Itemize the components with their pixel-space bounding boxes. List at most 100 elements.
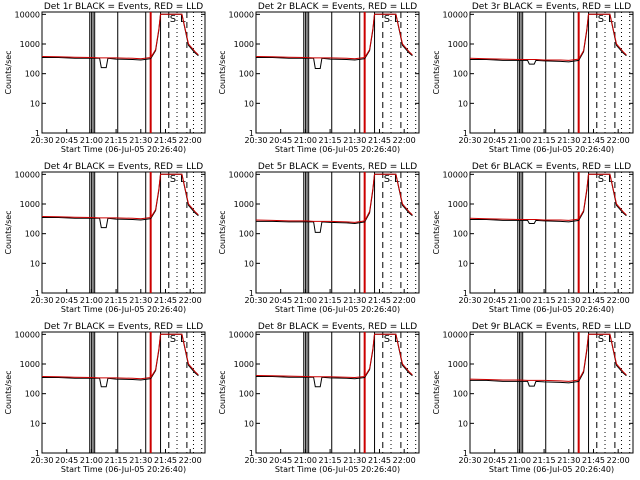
y-tick-label: 1000 (234, 40, 254, 49)
x-tick-label: 20:30 (458, 456, 481, 465)
x-tick-label: 21:30 (129, 136, 152, 145)
panel-title: Det 7r BLACK = Events, RED = LLD (44, 322, 203, 332)
y-tick-label: 100 (453, 390, 468, 399)
plot-frame (41, 171, 206, 294)
y-tick-label: 10 (244, 419, 254, 428)
x-tick-label: 21:15 (105, 136, 128, 145)
x-axis-label: Start Time (06-Jul-05 20:26:40) (275, 145, 400, 154)
x-tick-label: 20:45 (269, 456, 292, 465)
x-tick-label: 21:45 (368, 136, 391, 145)
panel-title: Det 9r BLACK = Events, RED = LLD (472, 322, 631, 332)
x-tick-label: 21:00 (508, 456, 531, 465)
x-tick-label: 21:00 (80, 136, 103, 145)
y-tick-label: 1 (35, 129, 40, 138)
panel-title: Det 1r BLACK = Events, RED = LLD (44, 2, 203, 12)
plot-frame (41, 11, 206, 134)
y-tick-label: 1 (463, 289, 468, 298)
y-tick-label: 1 (249, 129, 254, 138)
panel-title: Det 6r BLACK = Events, RED = LLD (472, 162, 631, 172)
x-tick-label: 21:00 (508, 296, 531, 305)
y-tick-label: 10 (244, 99, 254, 108)
annotation-label: S (598, 174, 604, 185)
detector-panel-3: Det 3r BLACK = Events, RED = LLD 1 10 100 10… (432, 2, 634, 154)
x-tick-label: 21:45 (154, 296, 177, 305)
y-tick-label: 1000 (448, 360, 468, 369)
y-tick-label: 10000 (229, 170, 254, 179)
x-tick-label: 22:00 (607, 136, 630, 145)
x-tick-label: 22:00 (179, 136, 202, 145)
detector-panel-6: Det 6r BLACK = Events, RED = LLD 1 10 100 10… (432, 162, 634, 314)
x-tick-label: 20:30 (458, 296, 481, 305)
panel-title: Det 2r BLACK = Events, RED = LLD (258, 2, 417, 12)
x-tick-label: 20:45 (483, 456, 506, 465)
lld-series-line (255, 333, 413, 379)
annotation-label: S (170, 174, 176, 185)
panel-title: Det 5r BLACK = Events, RED = LLD (258, 162, 417, 172)
x-tick-label: 20:45 (483, 136, 506, 145)
y-tick-label: 1000 (448, 200, 468, 209)
x-tick-label: 21:45 (368, 456, 391, 465)
plot-frame (469, 11, 634, 134)
x-tick-label: 21:15 (105, 456, 128, 465)
detector-panel-9: Det 9r BLACK = Events, RED = LLD 1 10 100 10… (432, 322, 634, 474)
y-axis-label: Counts/sec (4, 210, 13, 254)
x-tick-label: 22:00 (179, 456, 202, 465)
x-tick-label: 21:15 (533, 136, 556, 145)
lld-series-line (41, 13, 199, 60)
annotation-label: S (384, 174, 390, 185)
x-tick-label: 20:45 (55, 456, 78, 465)
x-tick-label: 21:30 (129, 456, 152, 465)
lld-series-line (469, 333, 627, 382)
y-axis-label: Counts/sec (432, 370, 441, 414)
x-tick-label: 21:00 (294, 456, 317, 465)
y-tick-label: 10000 (443, 170, 468, 179)
y-tick-label: 100 (453, 70, 468, 79)
x-tick-label: 20:45 (483, 296, 506, 305)
x-axis-label: Start Time (06-Jul-05 20:26:40) (489, 305, 614, 314)
y-tick-label: 10000 (443, 10, 468, 19)
y-tick-label: 10 (244, 259, 254, 268)
y-tick-label: 1000 (20, 360, 40, 369)
x-tick-label: 21:15 (319, 456, 342, 465)
x-tick-label: 21:30 (557, 456, 580, 465)
y-tick-label: 100 (25, 230, 40, 239)
y-tick-label: 100 (239, 70, 254, 79)
plot-frame (255, 11, 420, 134)
y-tick-label: 10000 (229, 330, 254, 339)
plot-frame (469, 171, 634, 294)
y-tick-label: 100 (453, 230, 468, 239)
x-tick-label: 21:15 (319, 296, 342, 305)
y-tick-label: 10000 (443, 330, 468, 339)
plot-frame (255, 171, 420, 294)
plot-frame (469, 331, 634, 454)
y-tick-label: 10000 (15, 170, 40, 179)
x-tick-label: 20:30 (458, 136, 481, 145)
panel-title: Det 4r BLACK = Events, RED = LLD (44, 162, 203, 172)
detector-panel-5: Det 5r BLACK = Events, RED = LLD 1 10 100 10… (218, 162, 420, 314)
x-tick-label: 21:00 (294, 136, 317, 145)
y-tick-label: 10000 (15, 10, 40, 19)
y-tick-label: 1 (249, 449, 254, 458)
y-axis-label: Counts/sec (4, 50, 13, 94)
x-tick-label: 21:45 (582, 296, 605, 305)
y-axis-label: Counts/sec (432, 210, 441, 254)
y-axis-label: Counts/sec (218, 370, 227, 414)
y-tick-label: 1000 (20, 40, 40, 49)
detector-panel-8: Det 8r BLACK = Events, RED = LLD 1 10 100 10… (218, 322, 420, 474)
detector-panel-2: Det 2r BLACK = Events, RED = LLD 1 10 100 10… (218, 2, 420, 154)
y-tick-label: 100 (239, 230, 254, 239)
x-tick-label: 21:00 (508, 136, 531, 145)
x-tick-label: 21:30 (557, 296, 580, 305)
y-tick-label: 10 (30, 419, 40, 428)
x-tick-label: 21:30 (343, 296, 366, 305)
x-tick-label: 20:45 (55, 296, 78, 305)
panel-title: Det 8r BLACK = Events, RED = LLD (258, 322, 417, 332)
x-tick-label: 21:45 (582, 136, 605, 145)
y-tick-label: 10000 (15, 330, 40, 339)
x-tick-label: 21:15 (533, 296, 556, 305)
y-tick-label: 1 (35, 289, 40, 298)
x-tick-label: 20:30 (30, 296, 53, 305)
lld-series-line (41, 173, 199, 220)
y-axis-label: Counts/sec (4, 370, 13, 414)
x-tick-label: 21:00 (80, 456, 103, 465)
